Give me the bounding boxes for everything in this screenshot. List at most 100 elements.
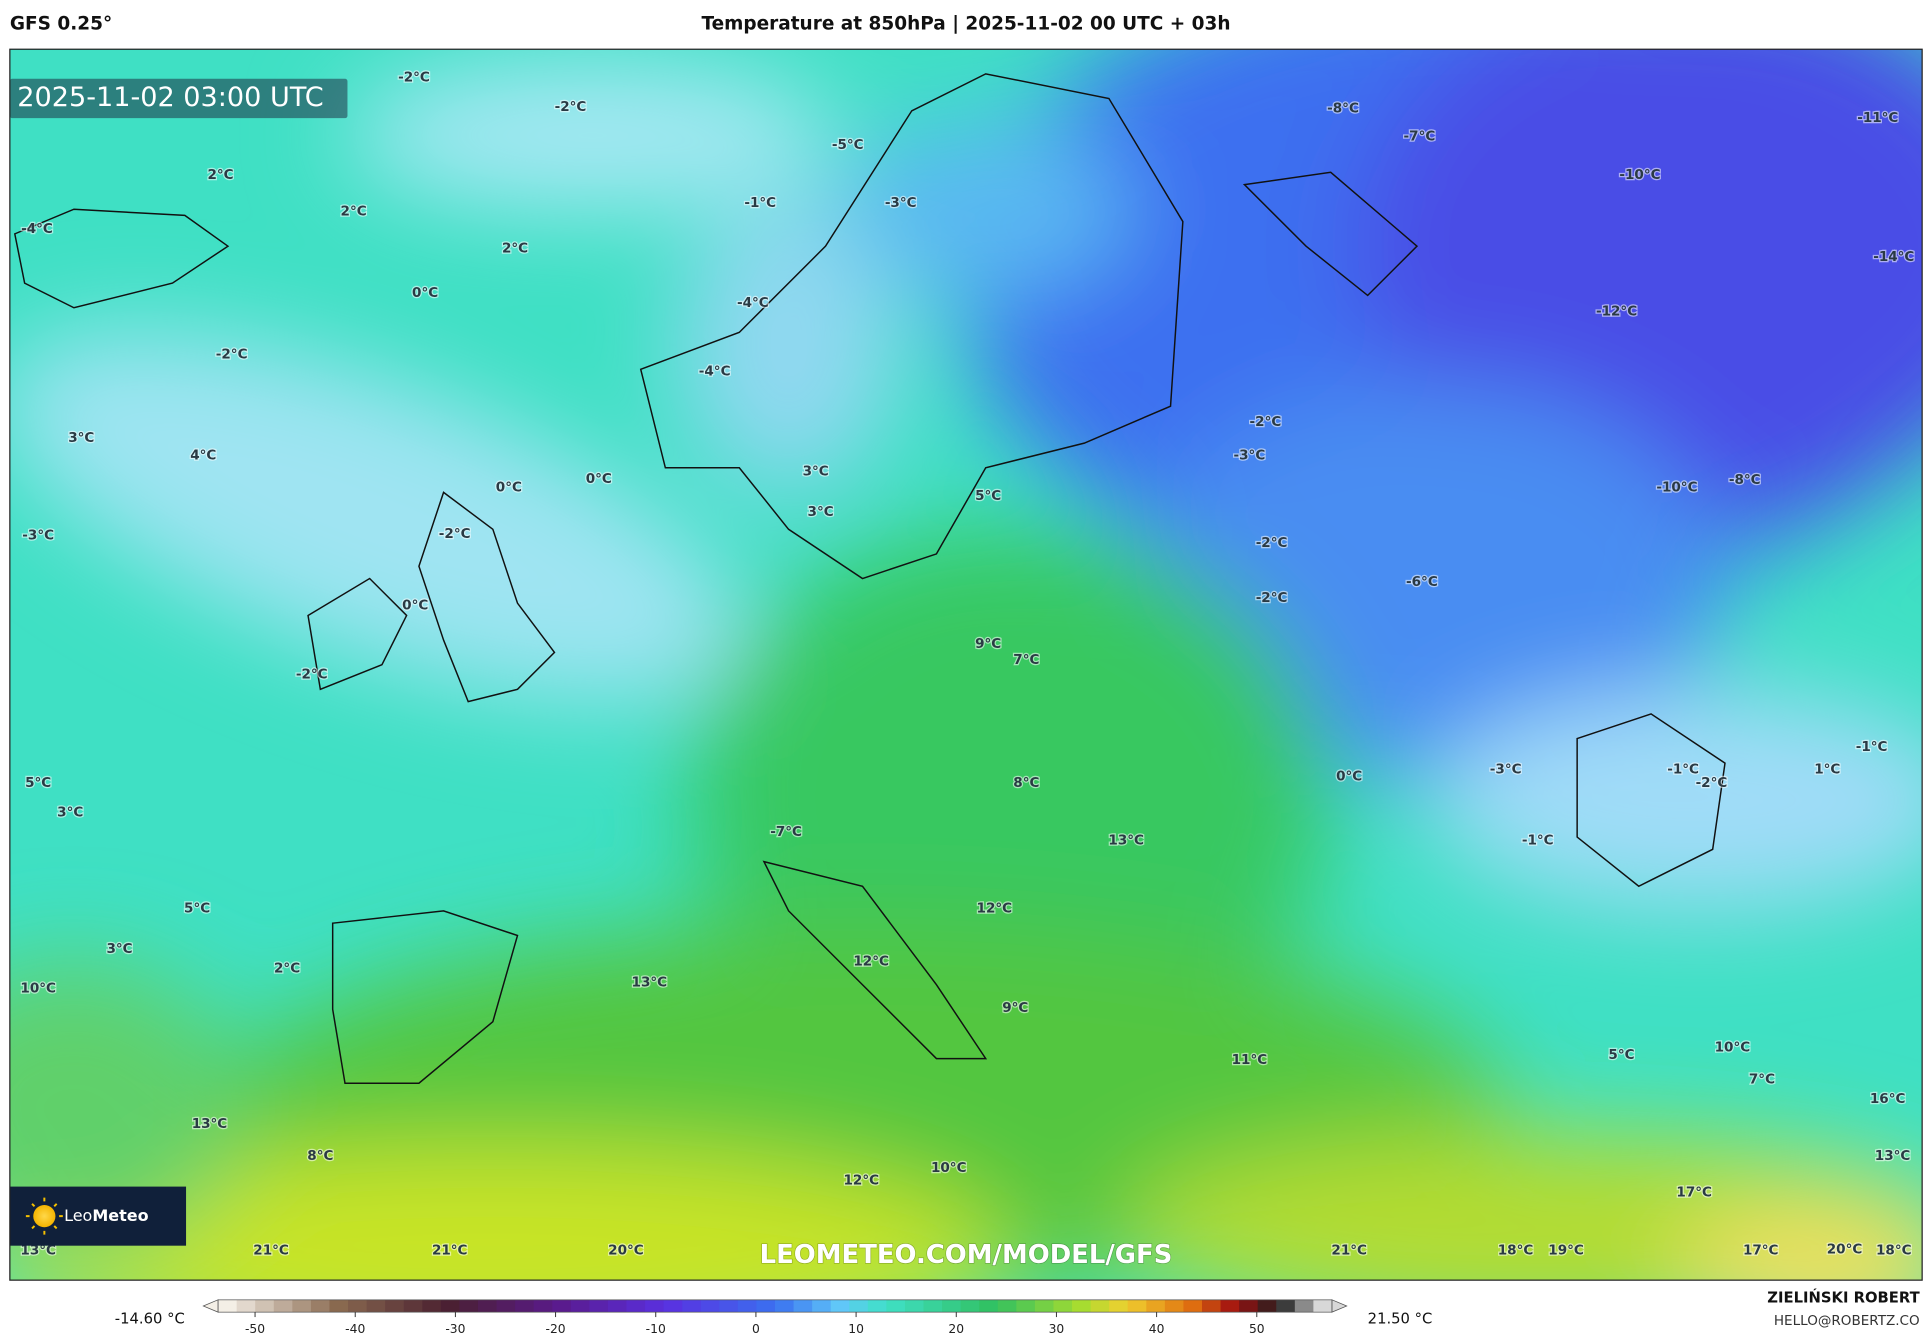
temperature-label: 13°C (1108, 833, 1144, 849)
temperature-label: 18°C (1498, 1243, 1534, 1259)
temperature-label: 5°C (975, 488, 1001, 504)
colorbar-segment (236, 1299, 256, 1313)
temperature-label: 3°C (803, 463, 829, 479)
temperature-label: 19°C (1548, 1243, 1584, 1259)
colorbar-segment (218, 1299, 238, 1313)
logo-part1: Leo (64, 1206, 92, 1225)
temperature-label: 3°C (57, 804, 83, 820)
temperature-label: -3°C (1234, 447, 1266, 463)
temperature-label: 0°C (586, 471, 612, 487)
temperature-label: 5°C (184, 900, 210, 916)
temperature-label: -1°C (1522, 833, 1554, 849)
temperature-label: 2°C (341, 204, 367, 220)
colorbar-tick-label: 10 (848, 1322, 864, 1336)
temperature-label: 13°C (192, 1116, 228, 1132)
temperature-label: -7°C (770, 824, 802, 840)
colorbar-segment (1146, 1299, 1166, 1313)
colorbar-segment (700, 1299, 720, 1313)
temperature-label: 12°C (853, 953, 889, 969)
colorbar-segment (904, 1299, 925, 1313)
temperature-label: -3°C (1490, 761, 1522, 777)
colorbar-segment (997, 1299, 1017, 1313)
colorbar-tick-label: -50 (245, 1322, 265, 1336)
colorbar-segment (1201, 1299, 1222, 1313)
colorbar-segment (255, 1299, 275, 1313)
colorbar-segment (849, 1299, 869, 1313)
temperature-label: 20°C (608, 1243, 644, 1259)
colorbar-end-left (202, 1299, 219, 1313)
colorbar-segment (812, 1299, 832, 1313)
colorbar-tick-label: 40 (1149, 1322, 1165, 1336)
colorbar-segment (403, 1299, 423, 1313)
temperature-label: 18°C (1876, 1243, 1912, 1259)
logo-part2: Meteo (92, 1206, 148, 1225)
colorbar-segment (570, 1299, 590, 1313)
temperature-label: -2°C (555, 99, 587, 115)
timestamp-box (9, 78, 348, 119)
colorbar-segment (645, 1299, 665, 1313)
contact: HELLO@ROBERTZ.CO (1774, 1313, 1920, 1329)
temperature-label: -14°C (1873, 249, 1914, 265)
logo-sun (33, 1205, 56, 1228)
colorbar-segment (366, 1299, 386, 1313)
temperature-label: 0°C (496, 479, 522, 495)
colorbar-segment (348, 1299, 368, 1313)
temperature-label: 10°C (931, 1160, 967, 1176)
temperature-label: 4°C (190, 447, 216, 463)
colorbar-segment (775, 1299, 795, 1313)
colorbar-tick-label: -20 (546, 1322, 566, 1336)
colorbar-segment (626, 1299, 646, 1313)
temperature-label: 3°C (106, 941, 132, 957)
colorbar-segment (923, 1299, 943, 1313)
temperature-label: -7°C (1404, 129, 1436, 145)
temperature-label: 21°C (253, 1243, 289, 1259)
temperature-label: 7°C (1749, 1072, 1775, 1088)
temperature-label: 2°C (502, 241, 528, 257)
temperature-label: 10°C (20, 980, 56, 996)
temperature-label: 2°C (274, 961, 300, 977)
temperature-label: 16°C (1870, 1091, 1906, 1107)
colorbar-segment (552, 1299, 572, 1313)
colorbar-segment (1183, 1299, 1203, 1313)
temperature-label: -12°C (1596, 303, 1637, 319)
colorbar-segment (515, 1299, 535, 1313)
temperature-label: 3°C (68, 430, 94, 446)
temperature-label: -5°C (832, 137, 864, 153)
colorbar-tick-label: 0 (752, 1322, 760, 1336)
colorbar-segment (310, 1299, 331, 1313)
colorbar-segment (273, 1299, 293, 1313)
temperature-label: -2°C (1256, 535, 1288, 551)
map-title: Temperature at 850hPa | 2025-11-02 00 UT… (701, 14, 1230, 35)
temperature-label: 8°C (1013, 775, 1039, 791)
temperature-label: 12°C (843, 1172, 879, 1188)
colorbar-segment (886, 1299, 906, 1313)
colorbar-segment (459, 1299, 479, 1313)
colorbar-segment (533, 1299, 553, 1313)
colorbar-segment (756, 1299, 776, 1313)
colorbar-segment (960, 1299, 980, 1313)
colorbar-max: 21.50 °C (1368, 1311, 1433, 1328)
temperature-label: 5°C (1608, 1047, 1634, 1063)
temperature-label: -1°C (1667, 761, 1699, 777)
temperature-label: -10°C (1619, 167, 1660, 183)
colorbar-segment (682, 1299, 702, 1313)
temperature-label: 0°C (402, 598, 428, 614)
temperature-label: 2°C (207, 167, 233, 183)
colorbar-segment (942, 1299, 962, 1313)
logo-text: LeoMeteo (64, 1206, 149, 1225)
temperature-label: 3°C (808, 504, 834, 520)
colorbar-tick-label: -30 (445, 1322, 465, 1336)
temperature-label: -2°C (1250, 414, 1282, 430)
colorbar-segment (1016, 1299, 1036, 1313)
temperature-label: -2°C (216, 347, 248, 363)
colorbar-outline (217, 1299, 1333, 1313)
temperature-labels: -2°C -2°C 2°C 2°C 2°C -1°C 0°C -2°C 3°C 4°C 0°C 0°C… (19, 68, 1915, 1260)
temperature-label: 17°C (1743, 1243, 1779, 1259)
temperature-label: 21°C (432, 1243, 468, 1259)
temperature-label: 8°C (307, 1148, 333, 1164)
temperature-label: -6°C (1406, 574, 1438, 590)
colorbar-tick-label: -40 (345, 1322, 365, 1336)
colorbar-segment (1220, 1299, 1240, 1313)
colorbar-tick-label: 20 (948, 1322, 964, 1336)
